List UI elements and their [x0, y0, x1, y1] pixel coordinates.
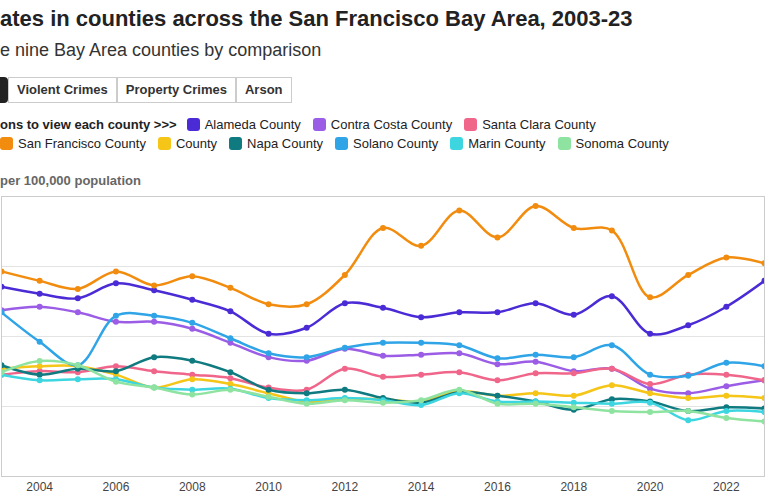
svg-text:2014: 2014: [408, 480, 435, 494]
html-text:Contra Costa County: Contra Costa County: [330, 117, 453, 132]
svg-text:2006: 2006: [103, 480, 130, 494]
svg-text:2018: 2018: [560, 480, 587, 494]
html-text:ates in counties across the Sa: ates in counties across the San Francisc…: [0, 6, 633, 31]
html-text:e nine Bay Area counties by co: e nine Bay Area counties by comparison: [0, 40, 322, 60]
svg-text:2020: 2020: [637, 480, 664, 494]
svg-text:2010: 2010: [255, 480, 282, 494]
html-text:Napa County: Napa County: [247, 136, 323, 151]
html-text:San Francisco County: San Francisco County: [18, 136, 146, 151]
html-text:ons to view each county >>>: ons to view each county >>>: [0, 117, 177, 132]
html-text:Sonoma County: Sonoma County: [575, 136, 669, 151]
svg-text:2004: 2004: [26, 480, 53, 494]
html-text:County: County: [175, 136, 218, 151]
svg-text:2022: 2022: [713, 480, 740, 494]
html-text:Arson: Arson: [245, 82, 283, 97]
svg-text:2008: 2008: [179, 480, 206, 494]
html-text:Santa Clara County: Santa Clara County: [482, 117, 596, 132]
html-text:Alameda County: Alameda County: [204, 117, 301, 132]
svg-text:2012: 2012: [331, 480, 358, 494]
html-text:Property Crimes: Property Crimes: [125, 82, 227, 97]
html-text:Marin County: Marin County: [468, 136, 546, 151]
html-text:Violent Crimes: Violent Crimes: [17, 82, 108, 97]
html-text:Solano County: Solano County: [353, 136, 439, 151]
html-text:per 100,000 population: per 100,000 population: [0, 173, 141, 188]
svg-text:2016: 2016: [484, 480, 511, 494]
